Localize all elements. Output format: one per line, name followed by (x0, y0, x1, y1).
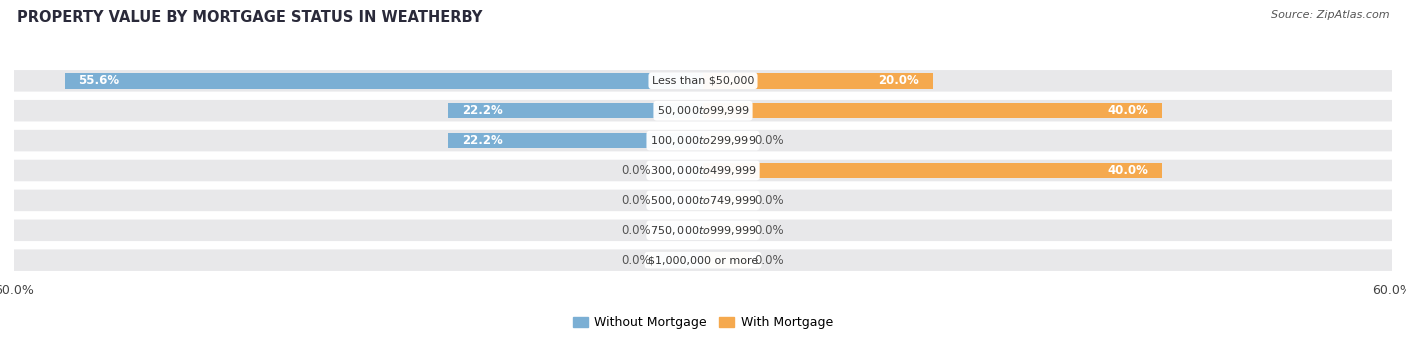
Text: $50,000 to $99,999: $50,000 to $99,999 (657, 104, 749, 117)
Text: $500,000 to $749,999: $500,000 to $749,999 (650, 194, 756, 207)
Bar (657, 223, 703, 238)
FancyBboxPatch shape (0, 100, 1406, 121)
Text: 40.0%: 40.0% (1108, 104, 1149, 117)
Text: 40.0%: 40.0% (1108, 164, 1149, 177)
FancyBboxPatch shape (0, 130, 1406, 151)
Text: 0.0%: 0.0% (621, 194, 651, 207)
Text: 0.0%: 0.0% (755, 134, 785, 147)
Bar (65, 73, 703, 89)
Bar (703, 223, 749, 238)
Text: $100,000 to $299,999: $100,000 to $299,999 (650, 134, 756, 147)
FancyBboxPatch shape (0, 249, 1406, 271)
Text: Less than $50,000: Less than $50,000 (652, 76, 754, 86)
Bar (703, 73, 932, 89)
Text: $1,000,000 or more: $1,000,000 or more (648, 255, 758, 265)
Bar (703, 133, 749, 148)
Text: 55.6%: 55.6% (79, 74, 120, 87)
Bar (703, 103, 1163, 118)
Bar (657, 252, 703, 268)
FancyBboxPatch shape (0, 220, 1406, 241)
Bar (657, 193, 703, 208)
Text: Source: ZipAtlas.com: Source: ZipAtlas.com (1271, 10, 1389, 20)
Text: 22.2%: 22.2% (461, 104, 502, 117)
Bar (449, 133, 703, 148)
Text: 0.0%: 0.0% (621, 164, 651, 177)
Text: 0.0%: 0.0% (621, 224, 651, 237)
FancyBboxPatch shape (0, 190, 1406, 211)
Text: $300,000 to $499,999: $300,000 to $499,999 (650, 164, 756, 177)
Text: 0.0%: 0.0% (755, 224, 785, 237)
Bar (703, 252, 749, 268)
Text: $750,000 to $999,999: $750,000 to $999,999 (650, 224, 756, 237)
Bar (449, 103, 703, 118)
FancyBboxPatch shape (0, 70, 1406, 92)
Text: PROPERTY VALUE BY MORTGAGE STATUS IN WEATHERBY: PROPERTY VALUE BY MORTGAGE STATUS IN WEA… (17, 10, 482, 25)
Bar (703, 193, 749, 208)
Text: 20.0%: 20.0% (879, 74, 920, 87)
Bar (703, 163, 1163, 178)
Text: 22.2%: 22.2% (461, 134, 502, 147)
Legend: Without Mortgage, With Mortgage: Without Mortgage, With Mortgage (568, 311, 838, 335)
Bar (657, 163, 703, 178)
Text: 0.0%: 0.0% (621, 254, 651, 267)
Text: 0.0%: 0.0% (755, 194, 785, 207)
FancyBboxPatch shape (0, 160, 1406, 181)
Text: 0.0%: 0.0% (755, 254, 785, 267)
